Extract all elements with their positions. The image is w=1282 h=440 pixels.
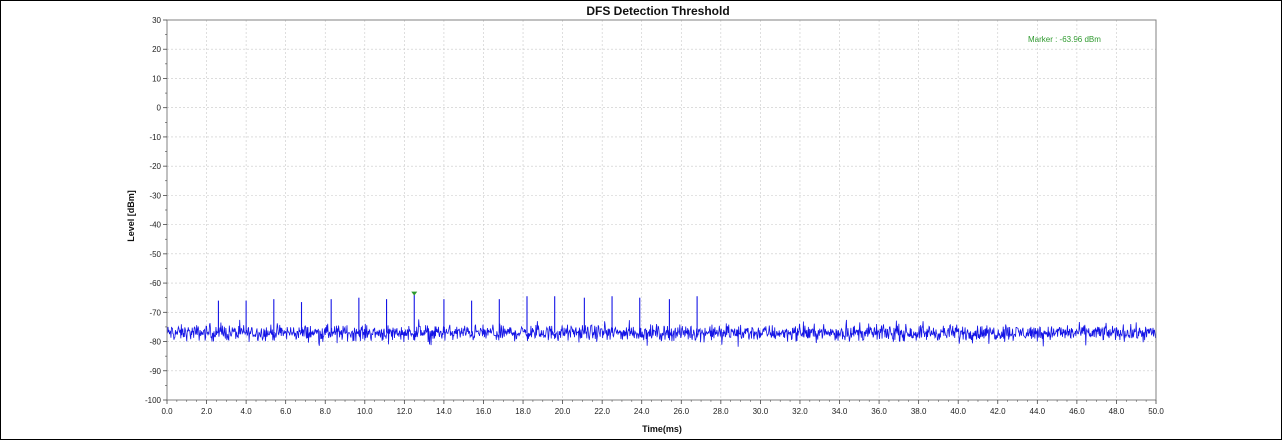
y-tick-label: -90 — [149, 367, 161, 376]
y-tick-label: -60 — [149, 279, 161, 288]
y-axis: 30 20 10 0 -10 -20 -30 -40 -50 -60 -70 -80 -90 -100 — [145, 16, 167, 405]
x-tick-label: 36.0 — [871, 407, 887, 416]
y-tick-label: -100 — [145, 396, 162, 405]
y-tick-label: -70 — [149, 308, 161, 317]
x-tick-label: 14.0 — [436, 407, 452, 416]
y-tick-label: 10 — [152, 74, 161, 83]
x-tick-label: 28.0 — [713, 407, 729, 416]
x-tick-label: 20.0 — [555, 407, 571, 416]
x-axis: 0.0 2.0 4.0 6.0 8.0 10.0 12.0 14.0 16.0 18.0 20.0 2… — [161, 400, 1164, 416]
noise-trace — [166, 319, 1157, 347]
x-axis-label: Time(ms) — [642, 424, 682, 434]
x-tick-label: 26.0 — [673, 407, 689, 416]
x-tick-label: 46.0 — [1069, 407, 1085, 416]
x-tick-label: 2.0 — [201, 407, 213, 416]
x-tick-label: 44.0 — [1030, 407, 1046, 416]
y-tick-label: -80 — [149, 338, 161, 347]
y-tick-label: -30 — [149, 191, 161, 200]
y-tick-label: -40 — [149, 221, 161, 230]
x-tick-label: 0.0 — [161, 407, 173, 416]
y-tick-label: -10 — [149, 133, 161, 142]
x-tick-label: 12.0 — [397, 407, 413, 416]
x-tick-label: 6.0 — [280, 407, 292, 416]
x-tick-label: 8.0 — [320, 407, 332, 416]
x-tick-label: 50.0 — [1148, 407, 1164, 416]
x-tick-label: 42.0 — [990, 407, 1006, 416]
signal-trace — [166, 294, 1157, 347]
y-axis-label: Level [dBm] — [126, 190, 136, 242]
x-tick-label: 40.0 — [950, 407, 966, 416]
chart-title: DFS Detection Threshold — [586, 4, 729, 18]
marker-icon — [411, 291, 418, 296]
marker-readout: Marker : -63.96 dBm — [1028, 35, 1101, 44]
x-tick-label: 16.0 — [476, 407, 492, 416]
x-tick-label: 22.0 — [594, 407, 610, 416]
y-tick-label: 20 — [152, 45, 161, 54]
x-tick-label: 4.0 — [241, 407, 253, 416]
plot-area — [166, 19, 1157, 401]
x-tick-label: 38.0 — [911, 407, 927, 416]
y-tick-label: -50 — [149, 250, 161, 259]
x-tick-label: 48.0 — [1109, 407, 1125, 416]
x-tick-label: 18.0 — [515, 407, 531, 416]
grid — [167, 20, 1156, 400]
x-tick-label: 24.0 — [634, 407, 650, 416]
x-tick-label: 10.0 — [357, 407, 373, 416]
y-tick-label: 30 — [152, 16, 161, 25]
y-tick-label: 0 — [157, 104, 162, 113]
x-tick-label: 30.0 — [753, 407, 769, 416]
x-tick-label: 32.0 — [792, 407, 808, 416]
y-tick-label: -20 — [149, 162, 161, 171]
marker — [411, 291, 418, 296]
x-tick-label: 34.0 — [832, 407, 848, 416]
